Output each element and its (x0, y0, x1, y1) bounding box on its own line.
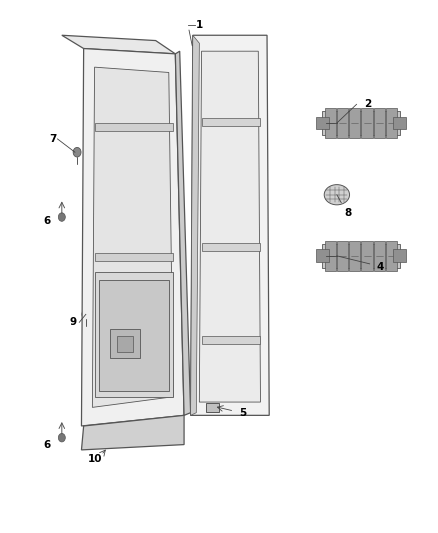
Text: 6: 6 (43, 440, 50, 450)
Circle shape (90, 434, 95, 441)
Polygon shape (361, 241, 373, 271)
Polygon shape (393, 249, 406, 262)
Polygon shape (321, 111, 400, 135)
Polygon shape (386, 241, 397, 271)
Polygon shape (321, 244, 400, 268)
Polygon shape (110, 329, 141, 358)
Polygon shape (95, 123, 173, 131)
Text: 2: 2 (364, 99, 371, 109)
Polygon shape (81, 49, 184, 426)
Polygon shape (325, 108, 336, 138)
Circle shape (82, 310, 90, 319)
Polygon shape (62, 35, 175, 54)
Polygon shape (374, 241, 385, 271)
Polygon shape (386, 108, 397, 138)
Polygon shape (206, 402, 219, 412)
Polygon shape (325, 241, 336, 271)
Polygon shape (201, 243, 261, 251)
Polygon shape (92, 67, 173, 407)
Text: 8: 8 (344, 208, 351, 219)
Circle shape (58, 433, 65, 442)
Text: 6: 6 (43, 216, 50, 227)
Polygon shape (201, 118, 261, 126)
Polygon shape (316, 249, 329, 262)
Polygon shape (81, 415, 184, 450)
Circle shape (73, 148, 81, 157)
Polygon shape (117, 336, 133, 352)
Polygon shape (316, 117, 329, 130)
Polygon shape (201, 336, 261, 344)
Polygon shape (349, 241, 360, 271)
Text: 10: 10 (87, 454, 102, 464)
Polygon shape (191, 35, 269, 415)
Polygon shape (199, 51, 261, 402)
Polygon shape (349, 108, 360, 138)
Circle shape (157, 434, 162, 441)
Polygon shape (99, 280, 169, 391)
Ellipse shape (324, 184, 350, 205)
Polygon shape (95, 253, 173, 261)
Polygon shape (175, 51, 191, 415)
Polygon shape (374, 108, 385, 138)
Ellipse shape (220, 184, 240, 221)
Text: 4: 4 (377, 262, 384, 271)
Circle shape (58, 213, 65, 221)
Polygon shape (393, 117, 406, 130)
Text: 5: 5 (240, 408, 247, 418)
Polygon shape (337, 108, 348, 138)
Text: 1: 1 (196, 20, 203, 30)
Text: 9: 9 (69, 317, 76, 327)
Polygon shape (337, 241, 348, 271)
Polygon shape (191, 35, 199, 415)
Polygon shape (361, 108, 373, 138)
Text: 7: 7 (49, 134, 57, 144)
Polygon shape (95, 272, 173, 397)
